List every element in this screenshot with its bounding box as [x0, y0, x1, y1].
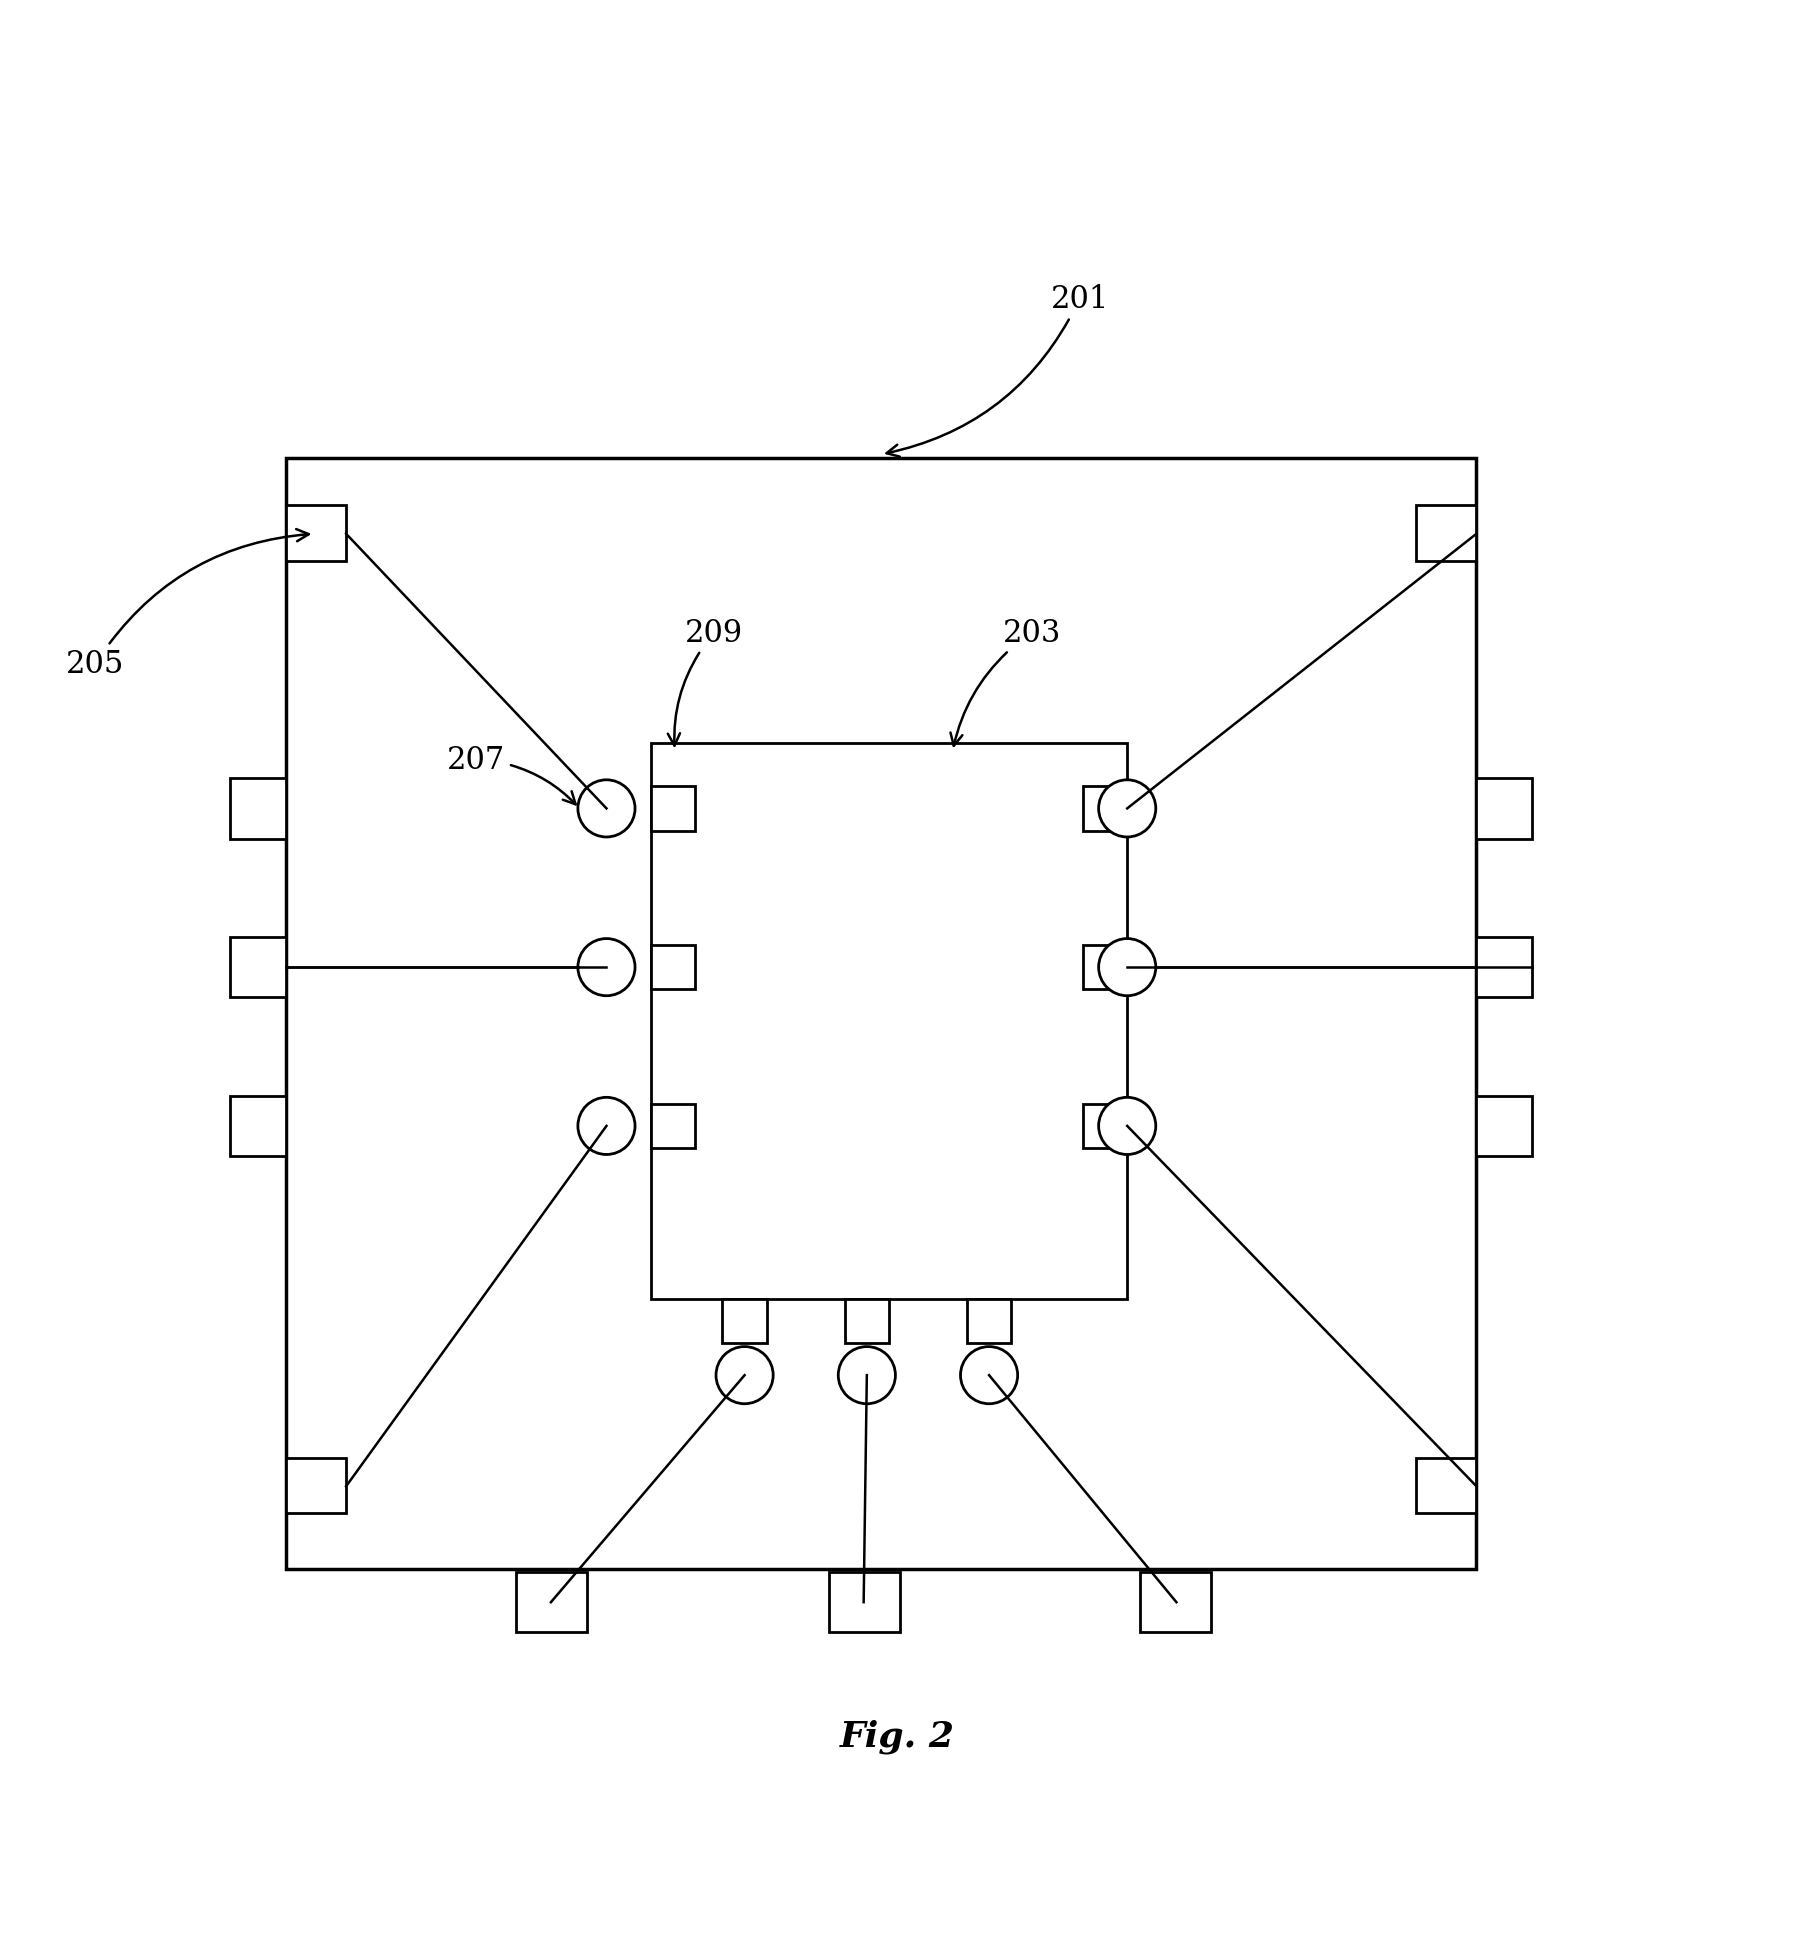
Bar [285, 458, 1476, 1568]
Bar [1476, 937, 1532, 997]
Bar [651, 744, 1127, 1299]
Circle shape [1098, 1099, 1155, 1155]
Circle shape [716, 1346, 773, 1405]
Bar [1084, 1105, 1127, 1149]
Bar [1084, 787, 1127, 832]
Bar [517, 1572, 587, 1632]
Text: Fig. 2: Fig. 2 [840, 1718, 954, 1753]
Bar [1139, 1572, 1211, 1632]
Bar [1415, 1457, 1476, 1514]
Text: 203: 203 [951, 618, 1060, 746]
Bar [1084, 945, 1127, 990]
Bar [723, 1299, 766, 1344]
Circle shape [1098, 939, 1155, 995]
Bar [1476, 1097, 1532, 1157]
Bar [651, 787, 696, 832]
Bar [845, 1299, 890, 1344]
Bar [829, 1572, 901, 1632]
Text: 205: 205 [66, 530, 309, 680]
Bar [1415, 506, 1476, 561]
Circle shape [578, 939, 635, 995]
Circle shape [578, 781, 635, 838]
Bar [651, 945, 696, 990]
Bar [230, 937, 285, 997]
Bar [230, 779, 285, 840]
Text: 207: 207 [447, 744, 576, 805]
Text: 209: 209 [667, 618, 743, 746]
Bar [285, 1457, 346, 1514]
Bar [230, 1097, 285, 1157]
Text: 201: 201 [886, 284, 1109, 458]
Circle shape [578, 1099, 635, 1155]
Circle shape [1098, 781, 1155, 838]
Circle shape [960, 1346, 1017, 1405]
Bar [285, 506, 346, 561]
Circle shape [838, 1346, 895, 1405]
Bar [1476, 779, 1532, 840]
Bar [967, 1299, 1012, 1344]
Bar [651, 1105, 696, 1149]
